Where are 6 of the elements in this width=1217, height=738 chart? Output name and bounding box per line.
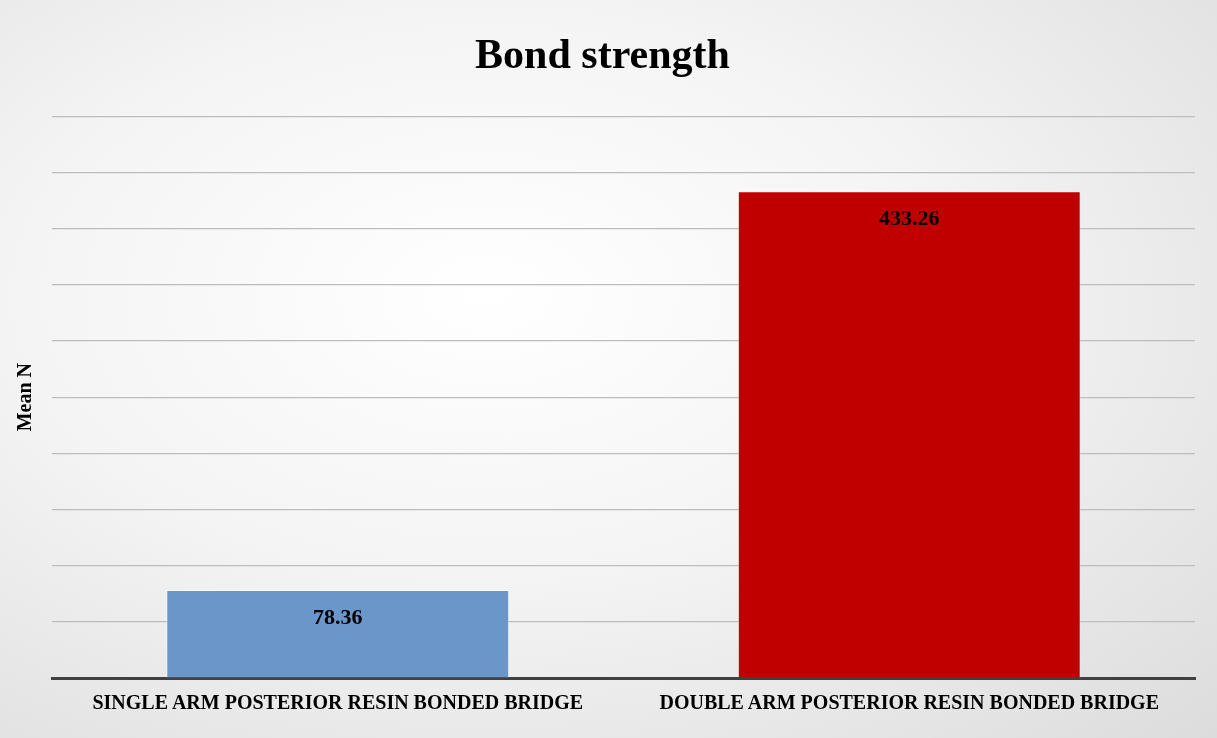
chart-title: Bond strength bbox=[475, 31, 730, 78]
x-tick-label: SINGLE ARM POSTERIOR RESIN BONDED BRIDGE bbox=[92, 691, 584, 714]
data-label: 78.36 bbox=[313, 603, 363, 629]
y-axis-title: Mean N bbox=[13, 362, 36, 432]
data-label: 433.26 bbox=[879, 205, 940, 231]
x-tick-label: DOUBLE ARM POSTERIOR RESIN BONDED BRIDGE bbox=[659, 691, 1160, 714]
